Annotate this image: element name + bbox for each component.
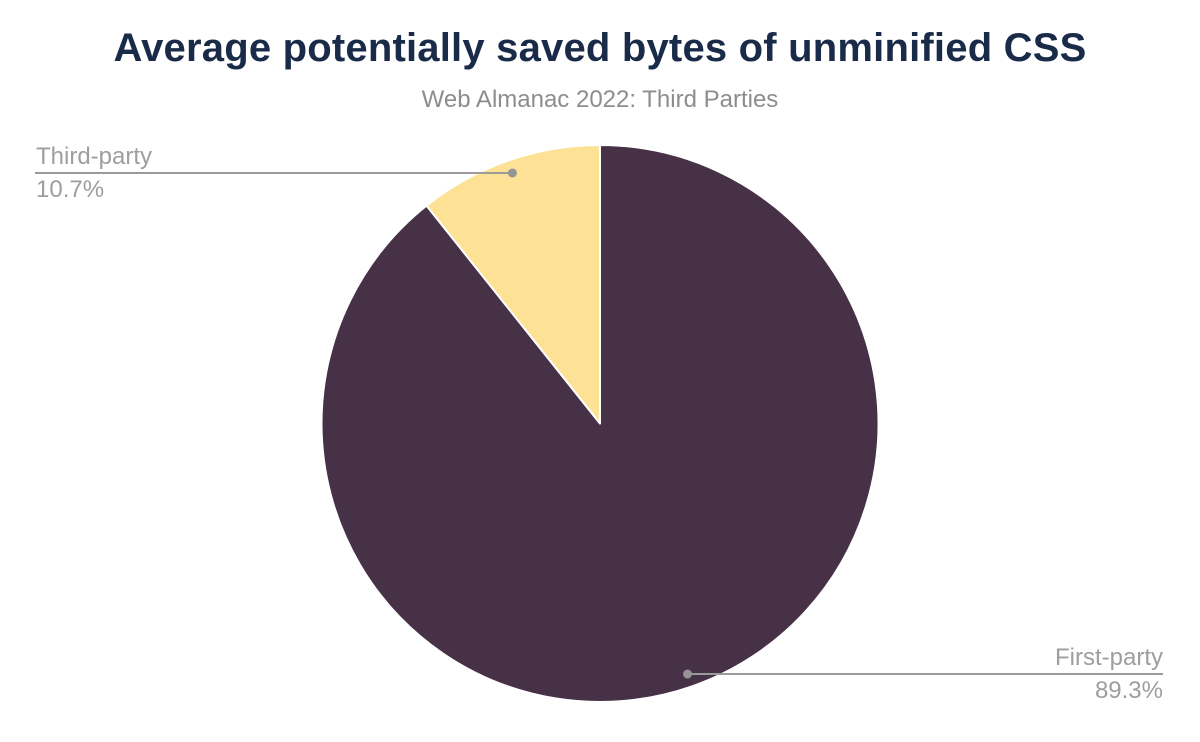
callout-label-first-party: First-party	[1055, 644, 1163, 672]
leader-dot	[507, 168, 517, 178]
chart-title: Average potentially saved bytes of unmin…	[113, 26, 1087, 70]
leader-dot	[683, 669, 693, 679]
callout-value-first-party: 89.3%	[1094, 677, 1163, 705]
callout-value-third-party: 10.7%	[36, 175, 105, 203]
pie-slice-third-party	[425, 144, 601, 425]
chart-subtitle: Web Almanac 2022: Third Parties	[421, 86, 779, 113]
callout-label-third-party: Third-party	[36, 142, 153, 170]
